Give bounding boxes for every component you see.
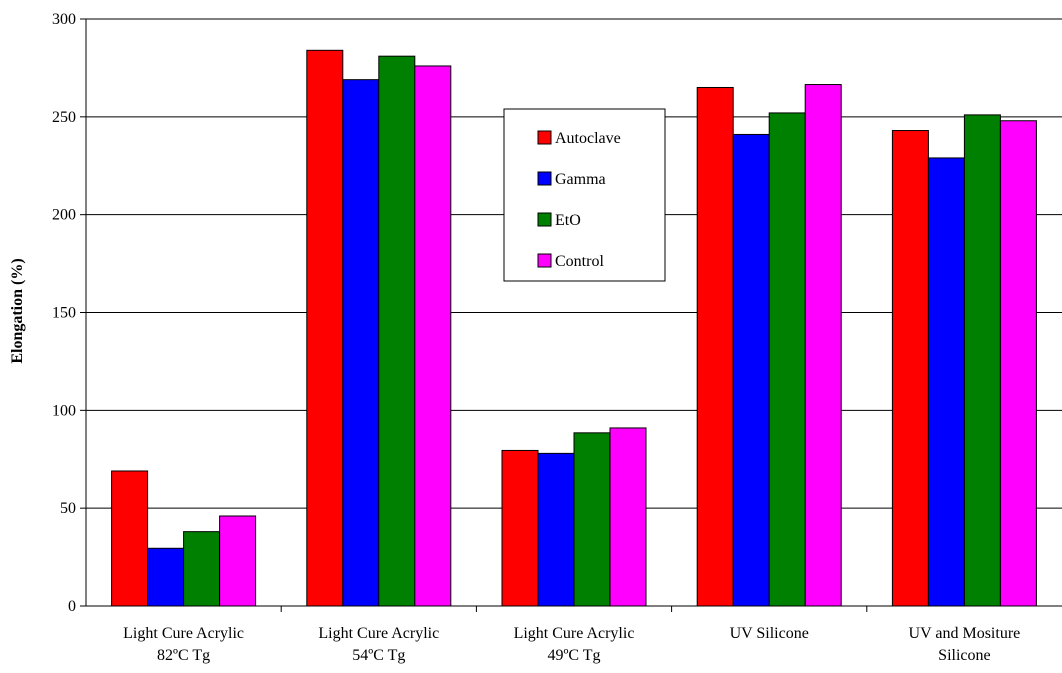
legend-box: [503, 108, 666, 282]
x-category-label: Light Cure Acrylic: [123, 625, 244, 642]
x-category-label: Silicone: [938, 647, 990, 664]
bar-autoclave-5: [891, 130, 929, 607]
x-category-label: Light Cure Acrylic: [514, 625, 635, 642]
x-category-label: UV Silicone: [730, 625, 809, 642]
legend-label-autoclave: Autoclave: [555, 130, 621, 147]
bar-eto-4: [768, 112, 806, 607]
legend-swatch-autoclave: [537, 130, 552, 145]
bar-gamma-1: [147, 547, 185, 607]
y-tick-label: 100: [52, 402, 76, 419]
y-tick-label: 250: [52, 109, 76, 126]
bar-autoclave-1: [111, 470, 149, 607]
bar-control-1: [219, 515, 257, 607]
axes: [80, 18, 1062, 612]
legend-swatch-eto: [537, 212, 552, 227]
x-category-label: Light Cure Acrylic: [318, 625, 439, 642]
x-category-label: UV and Mositure: [909, 625, 1021, 642]
y-tick-label: 50: [60, 500, 76, 517]
legend-label-control: Control: [555, 253, 604, 270]
bar-eto-2: [378, 55, 416, 607]
bar-eto-1: [183, 531, 221, 607]
legend-swatch-control: [537, 253, 552, 268]
y-tick-labels: 0 50 100 150 200 250 300: [52, 11, 76, 615]
bar-eto-3: [573, 432, 611, 607]
legend-swatch-gamma: [537, 171, 552, 186]
legend: Autoclave Gamma EtO Control: [503, 108, 666, 282]
bar-gamma-5: [927, 157, 965, 607]
bar-control-3: [609, 427, 647, 607]
x-category-labels: Light Cure Acrylic 82ºC Tg Light Cure Acry…: [123, 625, 1020, 664]
bar-autoclave-4: [696, 86, 734, 607]
y-tick-label: 300: [52, 11, 76, 28]
bar-control-2: [414, 65, 452, 607]
x-category-label: 49ºC Tg: [547, 647, 600, 664]
x-category-label: 54ºC Tg: [352, 647, 405, 664]
bar-control-5: [999, 120, 1037, 607]
bar-gamma-4: [732, 133, 770, 607]
legend-label-eto: EtO: [555, 212, 581, 229]
bars: [111, 49, 1037, 607]
y-axis-label: Elongation (%): [9, 258, 26, 363]
legend-label-gamma: Gamma: [555, 171, 606, 188]
y-tick-label: 200: [52, 207, 76, 224]
bar-autoclave-2: [306, 49, 344, 607]
y-tick-label: 150: [52, 305, 76, 322]
bar-eto-5: [963, 114, 1001, 607]
bar-gamma-3: [537, 452, 575, 607]
bar-autoclave-3: [501, 449, 539, 607]
y-tick-label: 0: [68, 598, 76, 615]
bar-gamma-2: [342, 79, 380, 607]
bar-control-4: [804, 84, 842, 607]
x-category-label: 82ºC Tg: [157, 647, 210, 664]
